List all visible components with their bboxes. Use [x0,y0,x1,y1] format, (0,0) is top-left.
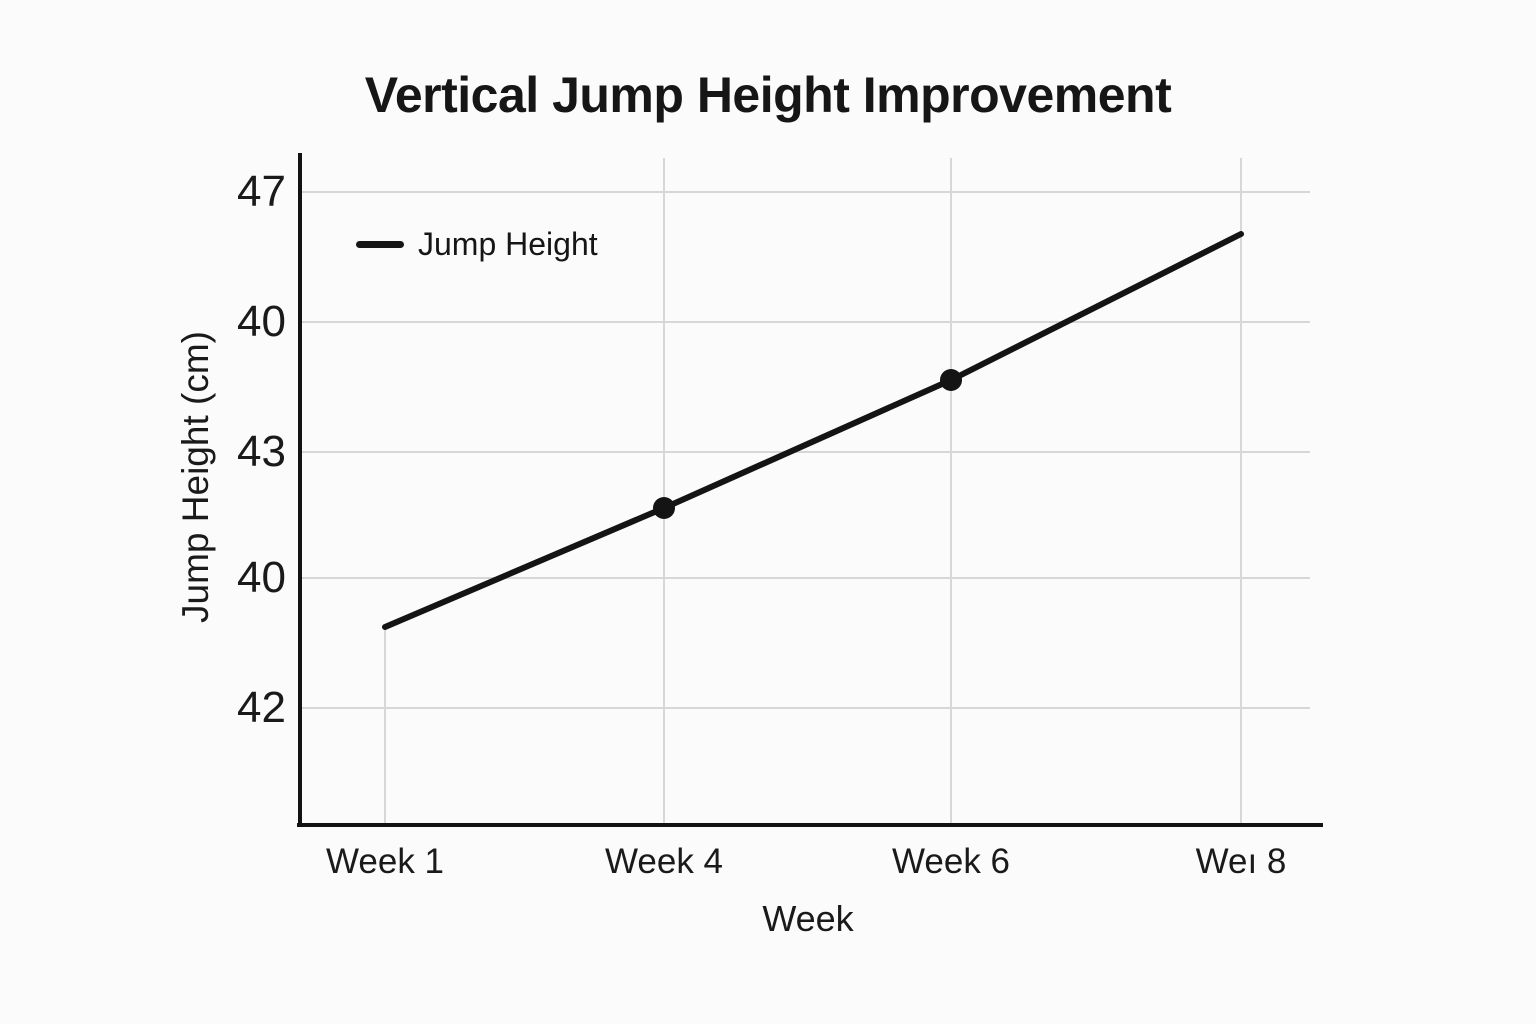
x-tick-label: Weı 8 [1195,842,1287,881]
y-tick-label: 40 [237,553,286,602]
x-axis-label: Week [762,898,854,939]
chart-title: Vertical Jump Height Improvement [364,67,1172,123]
x-tick-label: Week 1 [325,842,445,881]
x-tick-label: Week 6 [891,842,1011,881]
series-line [382,231,1244,630]
y-tick-label: 40 [237,297,286,346]
y-tick-label: 47 [237,167,286,216]
data-point-marker [940,369,962,391]
data-point-marker [653,497,675,519]
legend: Jump Height [356,222,598,266]
legend-label: Jump Height [418,225,598,262]
y-axis-label: Jump Height (cm) [175,331,216,623]
legend-line-swatch [356,240,404,248]
y-tick-label: 42 [237,683,286,732]
y-tick-label: 43 [237,427,286,476]
x-tick-label: Week 4 [604,842,724,881]
